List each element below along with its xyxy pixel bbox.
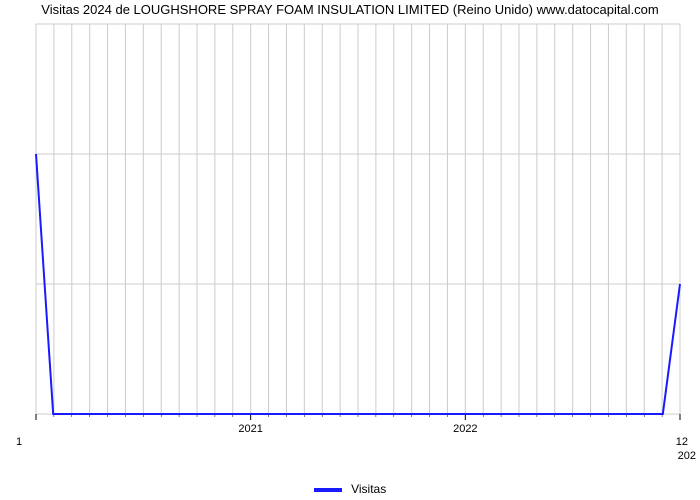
- plot-area: 0123 20212022: [28, 22, 688, 442]
- gridlines: [36, 24, 680, 414]
- svg-text:2022: 2022: [453, 423, 477, 435]
- chart-container: Visitas 2024 de LOUGHSHORE SPRAY FOAM IN…: [0, 0, 700, 500]
- chart-svg: 0123 20212022: [28, 22, 688, 442]
- x-axis: 2021 2022: [36, 414, 680, 435]
- svg-text:2021: 2021: [238, 423, 262, 435]
- chart-title: Visitas 2024 de LOUGHSHORE SPRAY FOAM IN…: [0, 2, 700, 17]
- legend-label: Visitas: [351, 482, 386, 496]
- corner-right2-label: 202: [678, 450, 696, 462]
- corner-left-label: 1: [16, 436, 22, 448]
- legend: Visitas: [0, 482, 700, 496]
- corner-right-label: 12: [676, 436, 688, 448]
- legend-swatch: [314, 488, 342, 492]
